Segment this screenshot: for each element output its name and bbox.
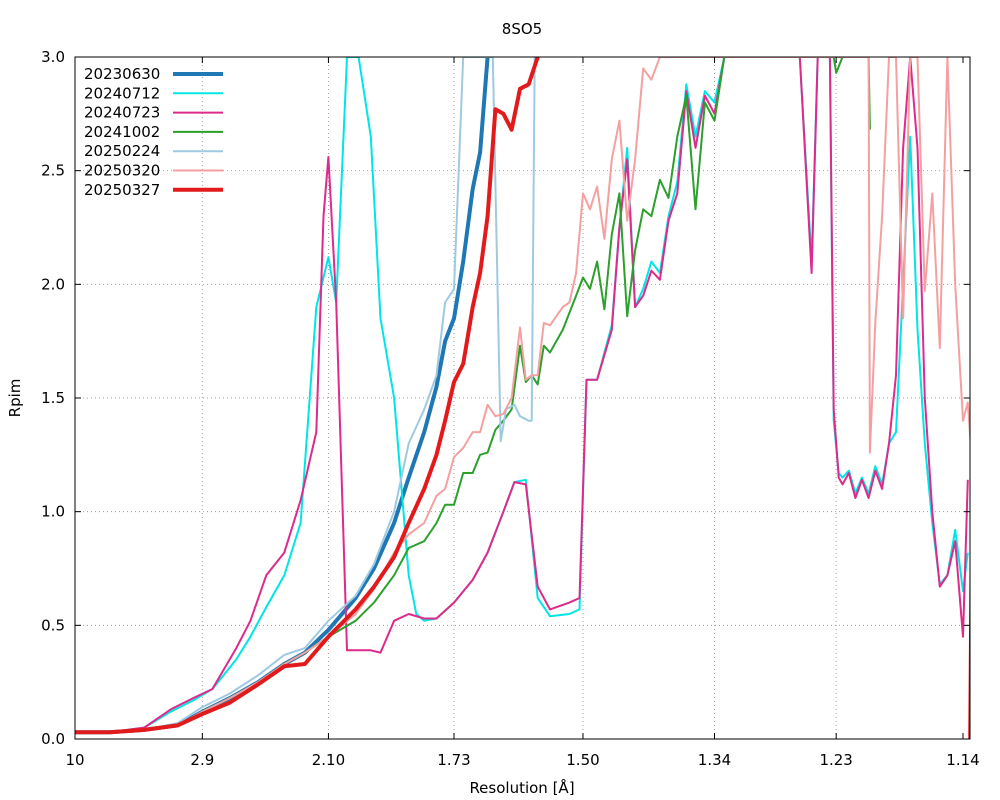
x-tick-label: 1.34 — [698, 751, 731, 769]
y-tick-label: 0.5 — [41, 616, 65, 634]
tick-layer: 10 2.9 2.10 1.73 1.50 1.34 1.23 1.14 0.0 0.5 1.0 1.… — [41, 48, 980, 769]
x-tick-label: 1.50 — [566, 751, 599, 769]
y-tick-label: 1.5 — [41, 389, 65, 407]
legend-label: 20250224 — [84, 142, 160, 160]
series-line-20250224 — [75, 57, 536, 734]
legend-label: 20230630 — [84, 65, 160, 83]
y-tick-label: 2.5 — [41, 162, 65, 180]
x-tick-label: 1.73 — [437, 751, 470, 769]
x-tick-label: 2.9 — [190, 751, 214, 769]
x-tick-label: 1.23 — [819, 751, 852, 769]
legend-label: 20240712 — [84, 84, 160, 102]
y-tick-label: 2.0 — [41, 275, 65, 293]
x-tick-label: 2.10 — [312, 751, 345, 769]
legend-label: 20250327 — [84, 181, 160, 199]
x-tick-label: 1.14 — [946, 751, 979, 769]
series-line-20240723 — [75, 57, 969, 734]
y-tick-label: 0.0 — [41, 730, 65, 748]
series-line-20250327 — [75, 57, 540, 735]
y-tick-label: 1.0 — [41, 503, 65, 521]
y-tick-label: 3.0 — [41, 48, 65, 66]
x-axis-label: Resolution [Å] — [469, 778, 574, 797]
series-layer — [75, 57, 970, 739]
y-axis-label: Rpim — [6, 379, 24, 418]
series-line-extra-7 — [968, 508, 970, 739]
series-line-20250320 — [75, 57, 970, 734]
legend-label: 20241002 — [84, 123, 160, 141]
x-tick-label: 10 — [65, 751, 84, 769]
legend-label: 20250320 — [84, 162, 160, 180]
legend-label: 20240723 — [84, 104, 160, 122]
series-line-20241002 — [75, 57, 871, 734]
chart-title: 8SO5 — [502, 20, 542, 38]
grid-layer — [75, 57, 970, 739]
